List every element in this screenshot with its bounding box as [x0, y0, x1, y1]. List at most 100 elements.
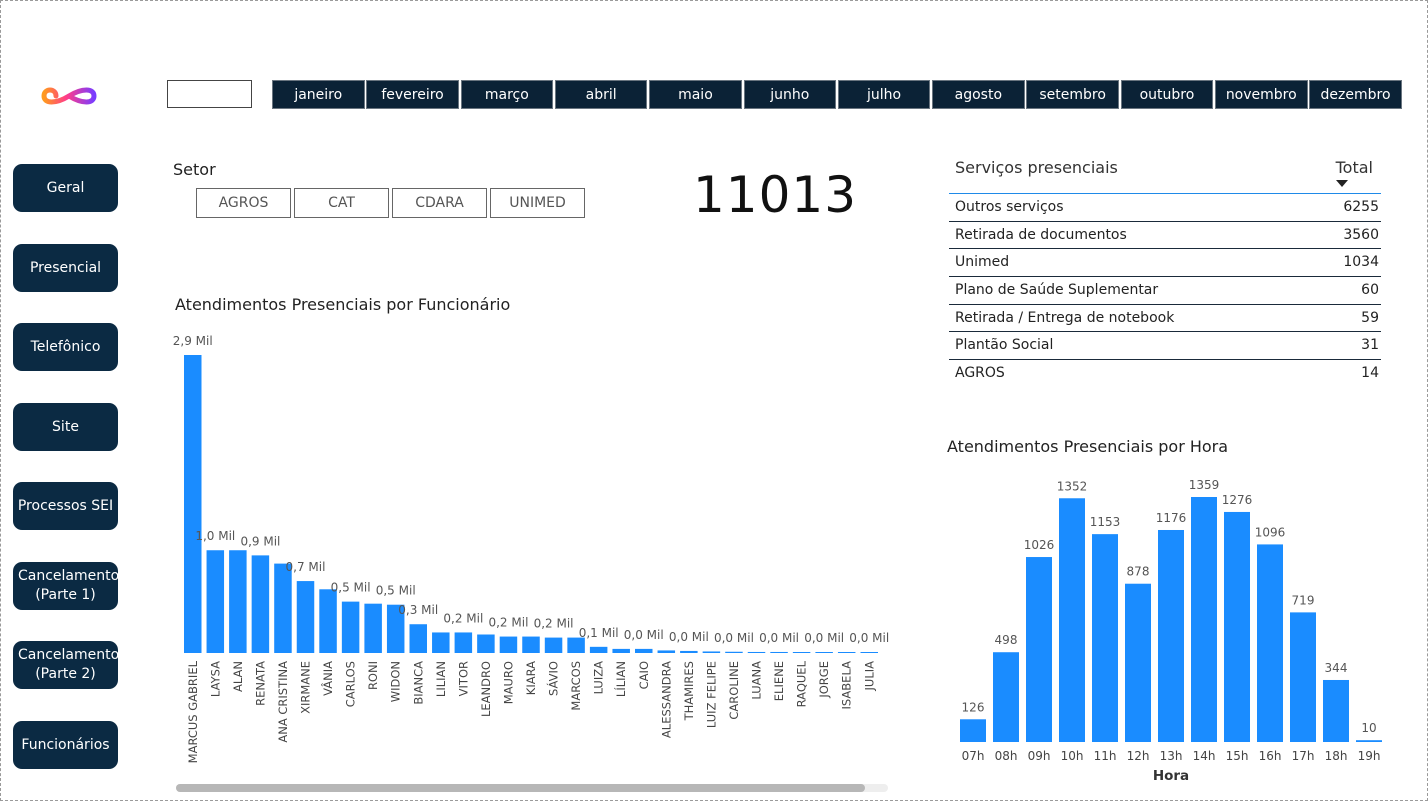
- month-button-10[interactable]: novembro: [1215, 80, 1308, 109]
- month-button-8[interactable]: setembro: [1026, 80, 1119, 109]
- hour-bar[interactable]: [1158, 529, 1184, 742]
- hour-bar[interactable]: [1191, 497, 1217, 742]
- employee-bar[interactable]: [477, 634, 495, 653]
- bar-value-label: 0,7 Mil: [286, 560, 326, 574]
- nav-label: Funcionários: [21, 736, 110, 753]
- nav-geral[interactable]: Geral: [13, 164, 118, 212]
- hour-bar[interactable]: [1290, 612, 1316, 742]
- employee-bar-chart: 2,9 Mil MARCUS GABRIEL 1,0 Mil LAYSA ALAN 0,9…: [173, 334, 889, 763]
- employee-bar[interactable]: [680, 650, 698, 653]
- chart-scrollbar-thumb[interactable]: [176, 784, 865, 792]
- hour-value-label: 1176: [1156, 511, 1187, 525]
- hour-bar[interactable]: [1125, 583, 1151, 742]
- employee-axis-label: ELIENE: [772, 661, 786, 701]
- employee-bar[interactable]: [229, 550, 247, 653]
- employee-bar[interactable]: [454, 632, 473, 653]
- table-row[interactable]: Retirada / Entrega de notebook 59: [949, 304, 1381, 333]
- employee-bar[interactable]: [251, 555, 270, 653]
- employee-bar[interactable]: [635, 648, 653, 653]
- hour-bar[interactable]: [960, 719, 986, 742]
- nav-processos-sei[interactable]: Processos SEI: [13, 482, 118, 530]
- hour-chart-title: Atendimentos Presenciais por Hora: [947, 437, 1229, 456]
- employee-bar[interactable]: [522, 636, 540, 653]
- employee-bar[interactable]: [341, 601, 360, 653]
- employee-bar[interactable]: [319, 589, 337, 653]
- month-button-1[interactable]: fevereiro: [366, 80, 459, 109]
- hour-bar[interactable]: [1356, 740, 1382, 742]
- sort-desc-icon[interactable]: [1336, 180, 1348, 187]
- column-divider: [1330, 277, 1331, 304]
- service-total: 1034: [1343, 254, 1379, 271]
- bar-value-label: 0,0 Mil: [804, 631, 844, 645]
- nav-cancelamentos-parte-2[interactable]: Cancelamentos (Parte 2): [13, 641, 126, 689]
- employee-bar[interactable]: [725, 651, 743, 653]
- employee-bar[interactable]: [815, 652, 833, 653]
- month-search-input[interactable]: [167, 80, 252, 108]
- employee-bar[interactable]: [274, 563, 292, 653]
- hour-bar[interactable]: [1224, 511, 1250, 742]
- employee-bar[interactable]: [296, 581, 315, 653]
- bar-value-label: 0,0 Mil: [624, 628, 664, 642]
- employee-axis-label: RENATA: [253, 661, 267, 706]
- month-button-7[interactable]: agosto: [932, 80, 1025, 109]
- month-button-6[interactable]: julho: [837, 80, 931, 109]
- setor-option-agros[interactable]: AGROS: [196, 188, 291, 218]
- table-row[interactable]: Plano de Saúde Suplementar 60: [949, 277, 1381, 305]
- hour-bar[interactable]: [1092, 534, 1118, 742]
- column-header-total[interactable]: Total: [1335, 158, 1373, 177]
- employee-bar[interactable]: [747, 651, 766, 653]
- hour-bar[interactable]: [993, 652, 1019, 742]
- setor-option-cdara[interactable]: CDARA: [392, 188, 487, 218]
- month-button-4[interactable]: maio: [649, 80, 742, 109]
- employee-bar[interactable]: [567, 637, 585, 653]
- employee-bar[interactable]: [657, 650, 676, 653]
- month-button-2[interactable]: março: [460, 80, 554, 109]
- table-row[interactable]: AGROS 14: [949, 360, 1381, 387]
- employee-bar[interactable]: [364, 603, 382, 653]
- employee-bar[interactable]: [770, 651, 788, 653]
- employee-bar[interactable]: [702, 651, 721, 653]
- nav-funcionarios[interactable]: Funcionários: [13, 721, 118, 769]
- employee-bar[interactable]: [792, 652, 811, 653]
- month-button-3[interactable]: abril: [554, 80, 648, 109]
- hour-axis-label: 16h: [1259, 749, 1282, 763]
- hour-bar[interactable]: [1323, 679, 1349, 742]
- setor-option-unimed[interactable]: UNIMED: [490, 188, 585, 218]
- table-row[interactable]: Plantão Social 31: [949, 332, 1381, 361]
- hour-bar[interactable]: [1257, 544, 1283, 742]
- employee-bar[interactable]: [184, 355, 202, 653]
- employee-bar[interactable]: [544, 637, 563, 653]
- employee-bar[interactable]: [206, 550, 225, 653]
- employee-bar[interactable]: [499, 636, 518, 653]
- employee-bar[interactable]: [589, 646, 608, 653]
- employee-bar[interactable]: [386, 604, 405, 653]
- column-header-service[interactable]: Serviços presenciais: [955, 158, 1118, 177]
- month-button-5[interactable]: junho: [743, 80, 836, 109]
- nav-presencial[interactable]: Presencial: [13, 244, 118, 292]
- employee-bar[interactable]: [837, 652, 856, 653]
- table-row[interactable]: Outros serviços 6255: [949, 194, 1381, 222]
- month-button-0[interactable]: janeiro: [272, 80, 365, 109]
- hour-axis-label: 11h: [1094, 749, 1117, 763]
- employee-axis-label: LUIZ FELIPE: [704, 661, 718, 728]
- service-name: AGROS: [955, 365, 1005, 382]
- employee-axis-label: VÂNIA: [320, 661, 335, 696]
- nav-telefonico[interactable]: Telefônico: [13, 323, 118, 371]
- nav-cancelamentos-parte-1[interactable]: Cancelamentos (Parte 1): [13, 562, 126, 610]
- hour-value-label: 1153: [1090, 515, 1121, 529]
- table-row[interactable]: Unimed 1034: [949, 249, 1381, 278]
- employee-bar[interactable]: [612, 648, 630, 653]
- nav-site[interactable]: Site: [13, 403, 118, 451]
- employee-bar[interactable]: [860, 652, 879, 653]
- bar-value-label: 0,0 Mil: [759, 631, 799, 645]
- hour-axis-label: 13h: [1160, 749, 1183, 763]
- month-button-11[interactable]: dezembro: [1309, 80, 1402, 109]
- hour-bar[interactable]: [1059, 498, 1085, 742]
- hour-bar[interactable]: [1026, 557, 1052, 742]
- employee-axis-label: ISABELA: [840, 661, 854, 710]
- table-row[interactable]: Retirada de documentos 3560: [949, 221, 1381, 250]
- month-button-9[interactable]: outubro: [1120, 80, 1214, 109]
- employee-bar[interactable]: [409, 624, 428, 653]
- setor-option-cat[interactable]: CAT: [294, 188, 389, 218]
- employee-bar[interactable]: [432, 632, 450, 653]
